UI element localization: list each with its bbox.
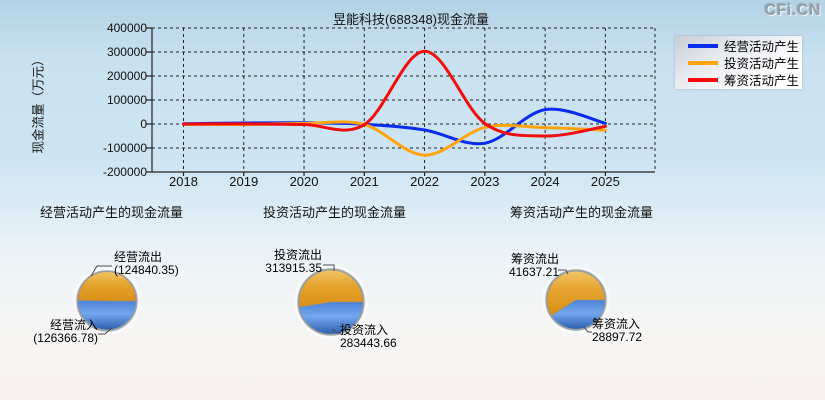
- x-tick-label: 2024: [530, 174, 560, 189]
- connector-inflow: [331, 328, 341, 334]
- pie-slice-inflow: [77, 300, 137, 330]
- pie-halo: [294, 265, 368, 339]
- label-investing-outflow-name: 投资流出: [273, 248, 322, 262]
- x-tick-label: 2021: [349, 174, 379, 189]
- label-investing-outflow: 投资流出 313915.35: [242, 249, 322, 275]
- legend-item-2: 筹资活动产生: [675, 72, 802, 88]
- y-tick-label: -200000: [102, 165, 147, 179]
- legend-label: 筹资活动产生: [724, 74, 800, 88]
- connector-outflow: [90, 265, 112, 277]
- y-tick-label: 300000: [106, 45, 147, 59]
- grid-lines: [152, 27, 656, 172]
- x-tick-label: 2025: [590, 174, 620, 189]
- legend-label: 投资活动产生: [724, 57, 800, 71]
- label-financing-outflow: 筹资流出 41637.21: [479, 253, 559, 279]
- label-investing-inflow-value: 283443.66: [340, 336, 397, 350]
- legend-swatch: [688, 43, 718, 48]
- label-operating-inflow: 经营流入 (126366.78): [18, 319, 98, 345]
- connector-inflow: [98, 327, 113, 335]
- y-axis-title: 现金流量（万元）: [31, 53, 46, 154]
- pie-title-investing: 投资活动产生的现金流量: [263, 205, 407, 220]
- label-investing-inflow: 投资流入 283443.66: [340, 324, 397, 350]
- label-investing-outflow-value: 313915.35: [265, 261, 322, 275]
- label-investing-inflow-name: 投资流入: [340, 323, 389, 337]
- y-tick-label: 400000: [106, 21, 147, 35]
- x-tick-label: 2022: [410, 174, 440, 189]
- y-tick-label: -100000: [102, 141, 147, 155]
- label-operating-inflow-name: 经营流入: [49, 318, 98, 332]
- pie-slice-outflow: [546, 270, 606, 317]
- legend: 经营活动产生 投资活动产生 筹资活动产生: [675, 36, 802, 89]
- y-tick-label: 100000: [106, 93, 147, 107]
- legend-label: 经营活动产生: [724, 40, 800, 54]
- pie-title-financing: 筹资活动产生的现金流量: [510, 205, 654, 220]
- label-financing-outflow-value: 41637.21: [508, 265, 559, 279]
- x-tick-label: 2018: [169, 174, 198, 189]
- connector-outflow: [558, 269, 569, 275]
- legend-item-0: 经营活动产生: [675, 38, 802, 54]
- legend-swatch: [688, 77, 718, 82]
- pie-slice-outflow: [77, 271, 137, 302]
- x-tick-label: 2019: [229, 174, 259, 189]
- legend-item-1: 投资活动产生: [675, 55, 802, 71]
- pie-slice-outflow: [298, 269, 364, 308]
- label-financing-outflow-name: 筹资流出: [510, 252, 559, 266]
- axes: [146, 27, 655, 176]
- label-operating-outflow: 经营流出 (124840.35): [114, 251, 179, 277]
- pie-halo: [73, 267, 141, 335]
- label-operating-outflow-value: (124840.35): [114, 263, 179, 277]
- pie-label-connectors: [90, 264, 592, 335]
- connector-inflow: [583, 326, 592, 333]
- chart-title: 昱能科技(688348)现金流量: [332, 12, 490, 27]
- legend-swatch: [688, 60, 718, 65]
- connector-outflow: [323, 264, 335, 271]
- pie-title-operating: 经营活动产生的现金流量: [40, 205, 184, 220]
- x-tick-label: 2020: [289, 174, 319, 189]
- x-tick-label: 2023: [470, 174, 500, 189]
- label-financing-inflow-name: 筹资流入: [592, 317, 641, 331]
- line-series: [182, 49, 607, 157]
- y-tick-label: 200000: [106, 69, 147, 83]
- y-tick-label: 0: [140, 117, 147, 131]
- pie-charts: [73, 265, 610, 339]
- label-operating-inflow-value: (126366.78): [33, 331, 98, 345]
- series-line-筹资活动产生: [182, 49, 607, 138]
- label-financing-inflow-value: 28897.72: [592, 330, 643, 344]
- cfi-logo: CFi.CN: [764, 2, 821, 19]
- label-operating-outflow-name: 经营流出: [114, 250, 163, 264]
- pie-slice-inflow: [299, 301, 364, 335]
- pie-halo: [542, 266, 610, 334]
- label-financing-inflow: 筹资流入 28897.72: [592, 318, 642, 344]
